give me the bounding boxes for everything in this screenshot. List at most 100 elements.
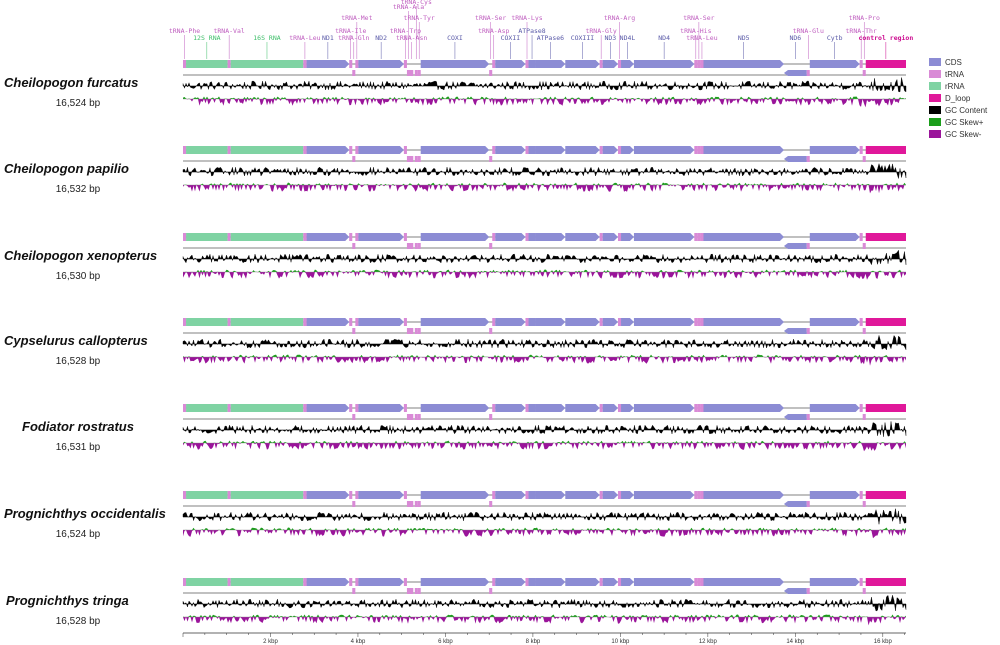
gc-content-track xyxy=(182,594,907,612)
feature-trna-leu xyxy=(700,491,704,499)
feature-nd2 xyxy=(358,404,404,412)
gene-label-cytb: Cytb xyxy=(827,34,843,42)
feature-trna-gln xyxy=(352,70,356,76)
gc-content-track xyxy=(182,249,907,266)
feature-coxi xyxy=(420,146,490,154)
feature-trna-gly xyxy=(599,60,603,68)
feature-coxii xyxy=(495,233,526,241)
feature-nd3 xyxy=(602,60,618,68)
gene-label-trna-cys: tRNA-Cys xyxy=(401,0,432,6)
legend-label-cds: CDS xyxy=(945,58,962,67)
feature-trna-leu xyxy=(303,491,307,499)
feature-nd6 xyxy=(783,243,807,249)
gene-label-trna-asn: tRNA-Asn xyxy=(396,34,427,42)
gene-label-trna-met: tRNA-Met xyxy=(341,14,372,22)
feature-trna-tyr xyxy=(417,156,421,162)
feature-nd1 xyxy=(306,491,350,499)
feature-trna-gln xyxy=(352,156,356,162)
feature-trna-asp xyxy=(492,60,496,68)
feature-trna-ser xyxy=(489,414,493,420)
feature-trna-ile xyxy=(349,491,353,499)
feature-trna-glu xyxy=(806,588,810,594)
feature-nd5 xyxy=(703,233,784,241)
feature-nd3 xyxy=(602,491,618,499)
feature-trna-leu xyxy=(700,60,704,68)
feature-coxi xyxy=(420,233,490,241)
legend-swatch-d-loop xyxy=(929,94,941,102)
feature-trna-ser xyxy=(697,491,701,499)
feature-trna-pro xyxy=(862,588,866,594)
feature-trna-gln xyxy=(352,414,356,420)
legend-label-gc-content: GC Content xyxy=(945,106,988,115)
legend-label-gc-skew: GC Skew+ xyxy=(945,118,984,127)
feature-trna-lys xyxy=(525,60,529,68)
feature-trna-glu xyxy=(806,328,810,334)
feature-nd5 xyxy=(703,491,784,499)
feature-atpase6 xyxy=(535,146,566,154)
feature-coxiii xyxy=(565,233,600,241)
feature-nd5 xyxy=(703,318,784,326)
feature-nd4l xyxy=(621,146,634,154)
feature-trna-cys xyxy=(414,156,418,162)
feature-control-region xyxy=(865,404,906,412)
feature-nd1 xyxy=(306,578,350,586)
feature-nd1 xyxy=(306,146,350,154)
feature-trna-tyr xyxy=(417,243,421,249)
gene-label-trna-ile: tRNA-Ile xyxy=(335,27,366,35)
feature-trna-his xyxy=(694,578,698,586)
feature-trna-leu xyxy=(303,578,307,586)
feature-nd2 xyxy=(358,233,404,241)
gc-skew-plus-track xyxy=(183,96,906,99)
feature-trna-phe xyxy=(183,578,187,586)
feature-nd3 xyxy=(602,146,618,154)
gc-content-track xyxy=(182,421,907,437)
feature-trna-asn xyxy=(410,414,414,420)
feature-16s-rna xyxy=(230,60,304,68)
gene-label-trna-phe: tRNA-Phe xyxy=(169,27,200,35)
feature-trna-val xyxy=(227,491,231,499)
feature-atpase8 xyxy=(528,318,536,326)
feature-trna-met xyxy=(355,318,359,326)
feature-trna-met xyxy=(355,491,359,499)
gc-skew-minus-track xyxy=(183,357,906,366)
feature-trna-thr xyxy=(859,404,863,412)
feature-trna-met xyxy=(355,578,359,586)
feature-trna-ser xyxy=(489,328,493,334)
feature-trna-his xyxy=(694,60,698,68)
feature-trna-glu xyxy=(806,156,810,162)
feature-trna-pro xyxy=(862,156,866,162)
feature-control-region xyxy=(865,318,906,326)
feature-coxiii xyxy=(565,491,600,499)
feature-trna-thr xyxy=(859,146,863,154)
feature-trna-ser xyxy=(489,243,493,249)
feature-trna-ala xyxy=(406,243,411,249)
feature-trna-tyr xyxy=(417,588,421,594)
feature-cytb xyxy=(809,233,860,241)
gene-label-nd6: ND6 xyxy=(789,34,801,42)
feature-trna-gln xyxy=(352,501,356,507)
feature-trna-cys xyxy=(414,70,418,76)
feature-trna-asp xyxy=(492,404,496,412)
feature-trna-thr xyxy=(859,578,863,586)
gc-skew-plus-track xyxy=(183,614,906,617)
feature-trna-leu xyxy=(700,578,704,586)
feature-atpase6 xyxy=(535,491,566,499)
feature-atpase6 xyxy=(535,233,566,241)
feature-trna-phe xyxy=(183,318,187,326)
gene-label-trna-arg: tRNA-Arg xyxy=(604,14,635,22)
gene-label-coxi: COXI xyxy=(447,34,463,42)
gc-skew-plus-track xyxy=(183,269,906,272)
feature-trna-ala xyxy=(406,501,411,507)
gene-label-trna-leu: tRNA-Leu xyxy=(686,34,717,42)
feature-trna-ile xyxy=(349,578,353,586)
feature-cytb xyxy=(809,491,860,499)
axis-tick-label: 12 kbp xyxy=(699,639,718,645)
feature-nd4 xyxy=(633,318,695,326)
species-name: Cypselurus callopterus xyxy=(4,333,148,348)
feature-trna-tyr xyxy=(417,70,421,76)
feature-nd4 xyxy=(633,578,695,586)
feature-nd4 xyxy=(633,146,695,154)
feature-nd3 xyxy=(602,404,618,412)
legend-swatch-rrna xyxy=(929,82,941,90)
